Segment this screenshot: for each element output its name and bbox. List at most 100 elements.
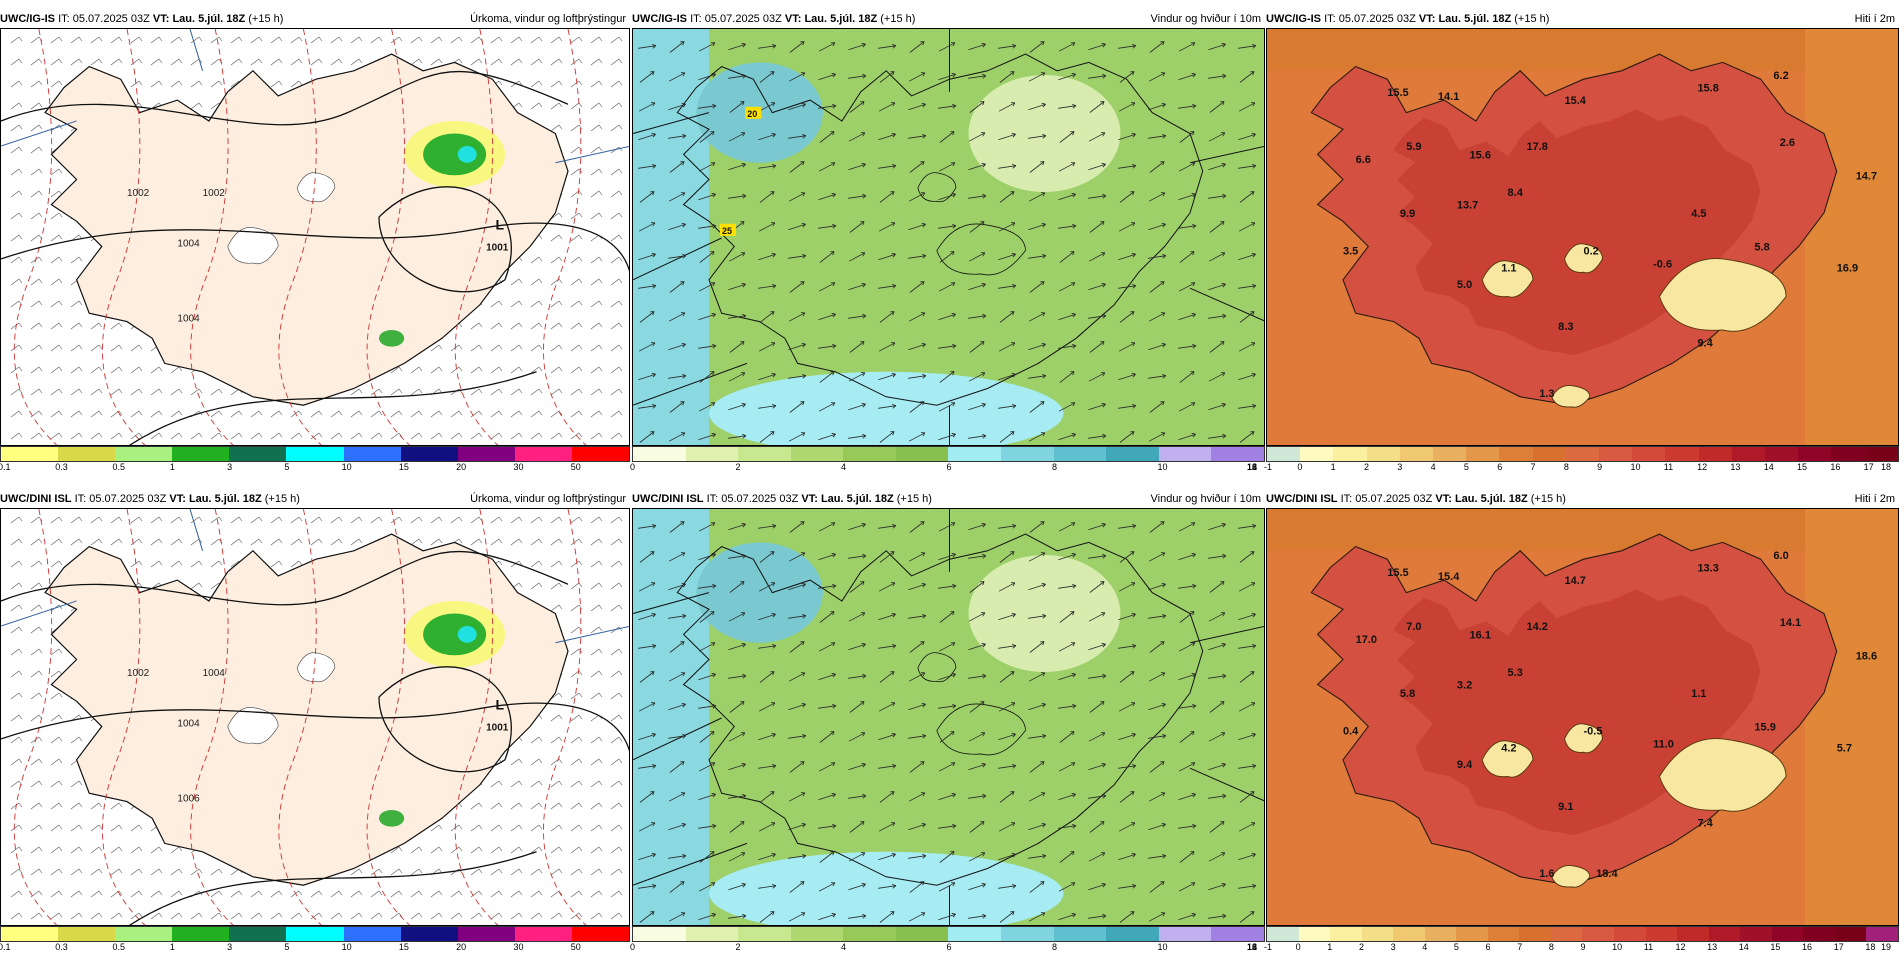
colorbar-tick-label: 0	[1296, 942, 1301, 952]
it-label: IT:	[707, 493, 719, 505]
colorbar-tick-label: 50	[571, 462, 581, 472]
colorbar-swatch	[115, 927, 172, 941]
colorbar-swatch	[172, 447, 229, 461]
colorbar-swatch	[843, 927, 896, 941]
isobar-label: 1002	[127, 188, 150, 199]
colorbar-swatch	[1001, 927, 1054, 941]
colorbar-tick-label: 5	[284, 462, 289, 472]
colorbar-tick-label: 0.5	[113, 462, 126, 472]
isobar-label: 1002	[127, 668, 150, 679]
valid-time: Lau. 5.júl. 18Z	[821, 493, 894, 505]
precip-area-peak	[458, 626, 477, 643]
temperature-label: 0.4	[1343, 726, 1359, 738]
map-area[interactable]	[632, 508, 1265, 926]
colorbar-tick-label: 0	[630, 942, 635, 952]
colorbar-tick-label: 10	[342, 462, 352, 472]
vt-label: VT:	[1419, 13, 1436, 25]
colorbar-swatch	[1367, 447, 1400, 461]
vt-label: VT:	[785, 13, 802, 25]
colorbar-tick-label: -1	[1264, 942, 1272, 952]
temperature-label: 9.4	[1457, 759, 1473, 771]
colorbar-swatch	[1300, 447, 1333, 461]
colorbar-tick-label: 30	[513, 462, 523, 472]
temperature-label: 5.9	[1406, 141, 1421, 153]
colorbar-swatch	[1551, 927, 1583, 941]
colorbar-swatch	[1054, 927, 1107, 941]
low-pressure-value: 1001	[486, 723, 509, 734]
colorbar-swatch	[1211, 927, 1264, 941]
lead-time: (+15 h)	[880, 13, 915, 25]
model-name: UWC/IG-IS	[632, 13, 687, 25]
colorbar-swatch	[1677, 927, 1709, 941]
colorbar-swatch	[1632, 447, 1665, 461]
temperature-label: 13.3	[1697, 563, 1718, 575]
issue-time: 05.07.2025 03Z	[705, 13, 782, 25]
colorbar-swatch	[1765, 447, 1798, 461]
colorbar-tick-label: 12	[1675, 942, 1685, 952]
colorbar-tick-label: 16	[1830, 462, 1840, 472]
colorbar-swatch	[1709, 927, 1741, 941]
colorbar-tick-label: 7	[1531, 462, 1536, 472]
colorbar-tick-label: 18	[1247, 942, 1257, 952]
panel-header: UWC/IG-IS IT: 05.07.2025 03Z VT: Lau. 5.…	[0, 10, 283, 28]
panel-uwc-ig-is-wind: UWC/IG-IS IT: 05.07.2025 03Z VT: Lau. 5.…	[632, 10, 1265, 476]
colorbar-swatch	[1433, 447, 1466, 461]
panel-header: UWC/IG-IS IT: 05.07.2025 03Z VT: Lau. 5.…	[1266, 10, 1549, 28]
colorbar-tick-label: 8	[1564, 462, 1569, 472]
colorbar-wind	[632, 926, 1265, 942]
temperature-label: 15.6	[1470, 150, 1491, 162]
colorbar-tick-label: 4	[841, 942, 846, 952]
colorbar-swatch	[1798, 447, 1831, 461]
colorbar-swatch	[948, 447, 1001, 461]
isobar-label: 1004	[203, 668, 226, 679]
colorbar-swatch	[229, 447, 286, 461]
colorbar-swatch	[948, 927, 1001, 941]
colorbar-tick-label: 16	[1802, 942, 1812, 952]
temperature-label: 17.8	[1527, 141, 1548, 153]
colorbar-swatch	[738, 447, 791, 461]
colorbar-swatch	[1267, 447, 1300, 461]
colorbar-swatch	[1466, 447, 1499, 461]
colorbar-swatch	[1400, 447, 1433, 461]
precip-area-south	[379, 810, 404, 827]
colorbar-tick-label: 10	[1630, 462, 1640, 472]
lead-time: (+15 h)	[897, 493, 932, 505]
colorbar-tick-label: 3	[227, 942, 232, 952]
colorbar-tick-label: 1	[1331, 462, 1336, 472]
panel-uwc-dini-isl-precip: UWC/DINI ISL IT: 05.07.2025 03Z VT: Lau.…	[0, 490, 630, 956]
model-name: UWC/DINI ISL	[0, 493, 72, 505]
colorbar-swatch	[1831, 447, 1864, 461]
model-name: UWC/DINI ISL	[1266, 493, 1338, 505]
colorbar-swatch	[843, 447, 896, 461]
panel-title: Úrkoma, vindur og loftþrýstingur	[470, 10, 626, 28]
temperature-label: 18.4	[1596, 868, 1618, 880]
gust-label: 20	[747, 109, 757, 119]
colorbar-tick-label: 2	[1364, 462, 1369, 472]
vt-label: VT:	[801, 493, 818, 505]
colorbar-tick-label: 19	[1881, 942, 1891, 952]
colorbar-tick-label: 2	[736, 942, 741, 952]
colorbar-swatch	[1299, 927, 1331, 941]
temperature-label: 17.0	[1356, 634, 1377, 646]
colorbar-swatch	[58, 927, 115, 941]
colorbar-tick-label: 2	[1359, 942, 1364, 952]
temperature-label: 5.0	[1457, 279, 1472, 291]
colorbar-swatch	[115, 447, 172, 461]
colorbar-swatch	[1106, 927, 1159, 941]
colorbar-swatch	[1393, 927, 1425, 941]
temperature-label: 11.0	[1653, 738, 1674, 750]
colorbar-tick-label: 3	[1397, 462, 1402, 472]
colorbar-swatch	[1001, 447, 1054, 461]
colorbar-tick-label: 18	[1865, 942, 1875, 952]
temperature-label: 5.7	[1837, 742, 1852, 754]
temperature-label: 9.4	[1697, 338, 1713, 350]
